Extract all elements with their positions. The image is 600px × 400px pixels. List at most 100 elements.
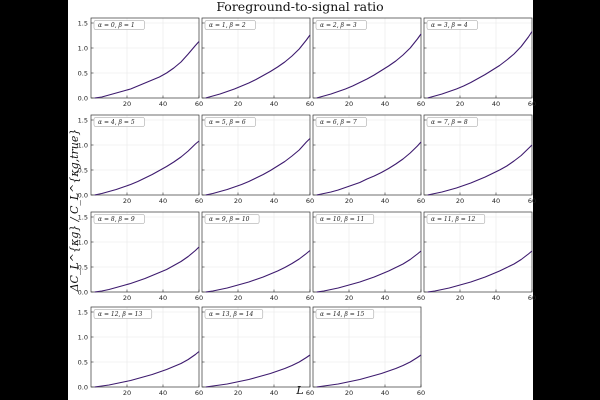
- x-tick-label: 60: [417, 100, 425, 108]
- x-tick-label: 20: [234, 197, 242, 205]
- panel-label: α = 2, β = 3: [320, 22, 357, 29]
- panel-12: 20 40 60 α = 11, β = 12: [423, 211, 536, 302]
- x-tick-label: 20: [345, 197, 353, 205]
- panel-13: 0.0 0.5 1.0 1.5 20 40 60 α = 12, β = 13: [78, 306, 203, 397]
- panel-6: 20 40 60 α = 5, β = 6: [201, 114, 314, 205]
- series-line: [94, 351, 200, 388]
- y-tick-label: 0.5: [78, 263, 88, 271]
- panel-frame: [423, 211, 533, 293]
- x-tick-label: 40: [270, 389, 278, 397]
- panel-background: [202, 115, 310, 195]
- x-tick-label: 40: [381, 389, 389, 397]
- x-tick-label: 60: [195, 389, 203, 397]
- y-axis-label: ΔC_L^{κg} / C_L^{κg,true}: [68, 129, 81, 293]
- panel-label-box: [315, 20, 367, 30]
- panel-label: α = 12, β = 13: [98, 311, 142, 318]
- series-line: [205, 354, 311, 388]
- x-tick-label: 20: [123, 197, 131, 205]
- panel-label-box: [426, 214, 486, 224]
- x-tick-label: 40: [159, 197, 167, 205]
- panel-label-box: [315, 309, 375, 319]
- panel-label-box: [315, 117, 367, 127]
- x-tick-label: 20: [123, 389, 131, 397]
- y-tick-label: 1.0: [78, 44, 88, 52]
- panel-label: α = 7, β = 8: [431, 119, 468, 126]
- panel-10: 20 40 60 α = 9, β = 10: [201, 211, 314, 302]
- panel-11: 20 40 60 α = 10, β = 11: [312, 211, 425, 302]
- panel-9: 0.0 0.5 1.0 1.5 20 40 60 α = 8, β = 9: [78, 211, 203, 302]
- panel-background: [424, 18, 532, 98]
- panel-frame: [90, 306, 200, 388]
- panel-label: α = 8, β = 9: [98, 216, 135, 223]
- y-tick-label: 1.5: [78, 213, 88, 221]
- x-tick-label: 40: [159, 389, 167, 397]
- panel-background: [202, 212, 310, 292]
- panel-label-box: [93, 117, 145, 127]
- panel-label-box: [93, 309, 153, 319]
- panel-frame: [312, 211, 422, 293]
- x-tick-label: 20: [234, 100, 242, 108]
- panel-background: [313, 18, 421, 98]
- series-line: [427, 144, 533, 196]
- panel-background: [202, 307, 310, 387]
- panel-frame: [201, 306, 311, 388]
- series-line: [94, 140, 200, 196]
- panel-background: [424, 115, 532, 195]
- x-tick-label: 40: [270, 197, 278, 205]
- panel-label-box: [204, 117, 256, 127]
- panel-label-box: [315, 214, 375, 224]
- panel-background: [424, 212, 532, 292]
- panel-label: α = 10, β = 11: [320, 216, 364, 223]
- panel-label: α = 14, β = 15: [320, 311, 364, 318]
- panel-3: 20 40 60 α = 2, β = 3: [312, 17, 425, 108]
- panel-frame: [423, 17, 533, 99]
- panel-4: 20 40 60 α = 3, β = 4: [423, 17, 536, 108]
- panel-frame: [312, 17, 422, 99]
- panel-label-box: [204, 214, 260, 224]
- panel-label-box: [93, 20, 145, 30]
- x-tick-label: 20: [345, 100, 353, 108]
- panel-frame: [201, 211, 311, 293]
- x-tick-label: 20: [456, 197, 464, 205]
- panel-8: 20 40 60 α = 7, β = 8: [423, 114, 536, 205]
- x-tick-label: 60: [195, 100, 203, 108]
- x-tick-label: 60: [195, 197, 203, 205]
- x-tick-label: 20: [234, 389, 242, 397]
- x-tick-label: 60: [306, 100, 314, 108]
- panel-frame: [90, 114, 200, 196]
- x-tick-label: 60: [306, 294, 314, 302]
- x-tick-label: 20: [234, 294, 242, 302]
- panel-15: 20 40 60 α = 14, β = 15: [312, 306, 425, 397]
- x-axis-label: L: [295, 384, 303, 397]
- x-tick-label: 40: [381, 197, 389, 205]
- series-line: [427, 250, 533, 293]
- panel-frame: [201, 17, 311, 99]
- panel-grid: 0.0 0.5 1.0 1.5 20 40 60 α = 0, β = 1 20 40 60 α = …: [78, 17, 536, 397]
- series-line: [316, 250, 422, 293]
- y-tick-label: 1.5: [78, 116, 88, 124]
- x-tick-label: 40: [492, 197, 500, 205]
- y-tick-label: 1.5: [78, 19, 88, 27]
- series-line: [205, 138, 311, 196]
- panel-label: α = 1, β = 2: [209, 22, 246, 29]
- y-tick-label: 0.0: [78, 383, 88, 391]
- series-line: [316, 33, 422, 99]
- panel-label: α = 0, β = 1: [98, 22, 135, 29]
- panel-14: 20 40 60 α = 13, β = 14: [201, 306, 314, 397]
- x-tick-label: 60: [417, 389, 425, 397]
- y-tick-label: 0.0: [78, 191, 88, 199]
- y-tick-label: 0.5: [78, 358, 88, 366]
- series-line: [205, 250, 311, 293]
- x-tick-label: 60: [528, 294, 536, 302]
- series-line: [205, 34, 311, 99]
- panel-label-box: [204, 20, 256, 30]
- panel-label: α = 11, β = 12: [431, 216, 475, 223]
- panel-background: [91, 18, 199, 98]
- panel-1: 0.0 0.5 1.0 1.5 20 40 60 α = 0, β = 1: [78, 17, 203, 108]
- series-line: [316, 354, 422, 388]
- y-tick-label: 1.0: [78, 141, 88, 149]
- chart-title: Foreground-to-signal ratio: [216, 0, 383, 14]
- panel-frame: [423, 114, 533, 196]
- y-tick-label: 0.5: [78, 69, 88, 77]
